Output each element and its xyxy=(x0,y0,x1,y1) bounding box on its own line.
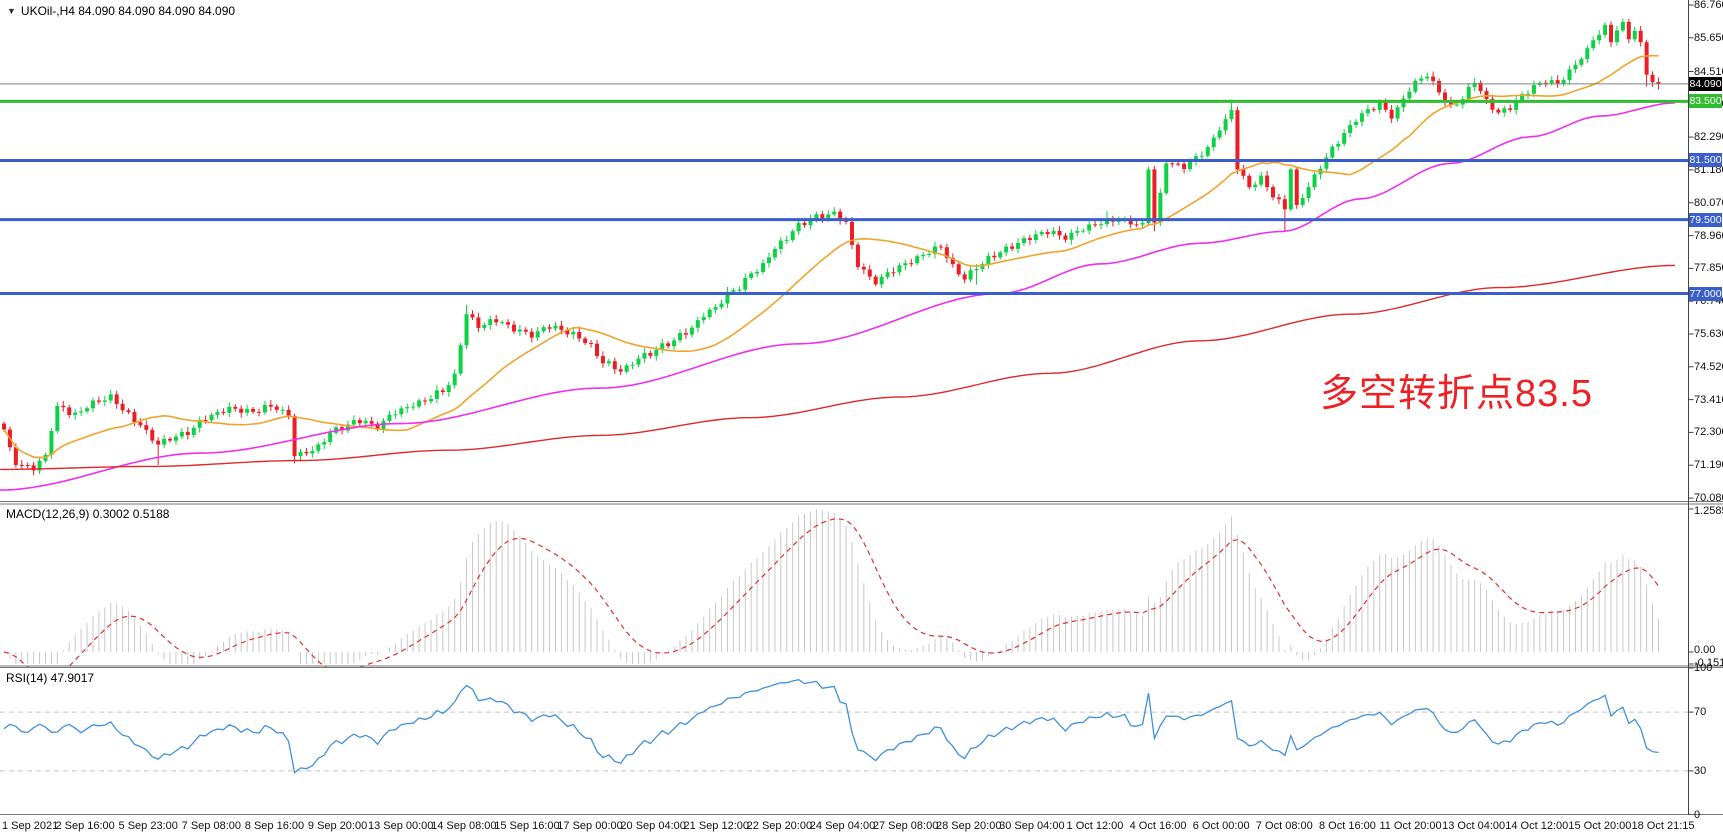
price-tick-label: 74.520 xyxy=(1694,360,1723,373)
macd-axis-label: 1.2585 xyxy=(1694,505,1723,517)
rsi-axis-label: 70 xyxy=(1694,706,1707,719)
time-tick-label: 30 Sep 04:00 xyxy=(999,820,1065,832)
price-tick-label: 84.510 xyxy=(1694,65,1723,78)
time-tick-label: 27 Sep 08:00 xyxy=(872,820,939,832)
rsi-axis-label: 100 xyxy=(1694,662,1713,674)
time-tick-label: 20 Sep 04:00 xyxy=(620,820,686,832)
price-tick-label: 85.650 xyxy=(1694,31,1723,44)
trader-annotation-text: 多空转折点83.5 xyxy=(1320,373,1593,415)
time-tick-label: 8 Sep 16:00 xyxy=(244,820,305,832)
expand-arrow-icon[interactable]: ▼ xyxy=(7,6,16,16)
time-tick-label: 24 Sep 04:00 xyxy=(809,820,876,832)
time-tick-label: 14 Sep 08:00 xyxy=(431,820,497,832)
time-tick-label: 21 Sep 12:00 xyxy=(683,820,749,832)
time-tick-label: 1 Oct 12:00 xyxy=(1066,820,1124,832)
time-tick-label: 18 Oct 21:15 xyxy=(1631,820,1695,832)
rsi-label: RSI(14) 47.9017 xyxy=(6,671,95,685)
time-tick-label: 9 Sep 20:00 xyxy=(307,820,368,832)
macd-indicator-pane[interactable] xyxy=(0,503,1723,667)
chart-title[interactable]: ▼ UKOil-,H4 84.090 84.090 84.090 84.090 xyxy=(7,4,235,18)
price-badge-77.000: 77.000 xyxy=(1689,286,1722,301)
price-tick-label: 70.080 xyxy=(1694,492,1723,505)
time-tick-label: 17 Sep 00:00 xyxy=(557,820,623,832)
time-tick-label: 13 Sep 00:00 xyxy=(367,820,434,832)
time-tick-label: 4 Oct 16:00 xyxy=(1129,820,1187,832)
price-tick-label: 80.070 xyxy=(1694,196,1723,209)
time-tick-label: 8 Oct 16:00 xyxy=(1318,820,1376,832)
price-tick-label: 86.760 xyxy=(1694,0,1723,11)
rsi-axis-label: 30 xyxy=(1694,764,1707,777)
rsi-axis-label: 0 xyxy=(1694,809,1701,821)
time-tick-label: 13 Oct 04:00 xyxy=(1442,820,1506,832)
time-tick-label: 7 Sep 08:00 xyxy=(181,820,242,832)
price-badge-81.500: 81.500 xyxy=(1689,153,1722,168)
time-tick-label: 2 Sep 16:00 xyxy=(55,820,115,832)
price-badge-84.090: 84.090 xyxy=(1689,76,1722,91)
price-tick-label: 77.850 xyxy=(1694,262,1723,275)
macd-label: MACD(12,26,9) 0.3002 0.5188 xyxy=(6,507,170,521)
macd-axis-label: 0.00 xyxy=(1694,644,1716,656)
time-tick-label: 6 Oct 00:00 xyxy=(1192,820,1250,832)
price-tick-label: 73.410 xyxy=(1694,393,1723,406)
macd-axis-label: -0.1516 xyxy=(1694,657,1723,669)
price-badge-83.500: 83.500 xyxy=(1689,94,1722,109)
time-tick-label: 14 Oct 12:00 xyxy=(1505,820,1569,832)
time-tick-label: 11 Oct 20:00 xyxy=(1379,820,1442,832)
main-price-chart[interactable] xyxy=(0,0,1723,503)
price-tick-label: 75.630 xyxy=(1694,328,1723,340)
time-tick-label: 22 Sep 20:00 xyxy=(746,820,813,832)
time-tick-label: 5 Sep 23:00 xyxy=(118,820,178,832)
price-tick-label: 82.290 xyxy=(1694,131,1723,144)
price-tick-label: 72.300 xyxy=(1694,426,1723,439)
rsi-indicator-pane[interactable] xyxy=(0,667,1723,815)
price-tick-label: 71.190 xyxy=(1694,459,1723,472)
time-tick-label: 28 Sep 20:00 xyxy=(935,820,1002,832)
time-tick-label: 15 Sep 16:00 xyxy=(494,820,560,832)
price-badge-79.500: 79.500 xyxy=(1689,212,1722,227)
price-tick-label: 78.960 xyxy=(1694,229,1723,242)
time-tick-label: 1 Sep 2021 xyxy=(2,820,59,832)
time-tick-label: 7 Oct 08:00 xyxy=(1255,820,1313,832)
time-tick-label: 15 Oct 20:00 xyxy=(1568,820,1632,832)
symbol-ohlc-text: UKOil-,H4 84.090 84.090 84.090 84.090 xyxy=(20,4,236,18)
